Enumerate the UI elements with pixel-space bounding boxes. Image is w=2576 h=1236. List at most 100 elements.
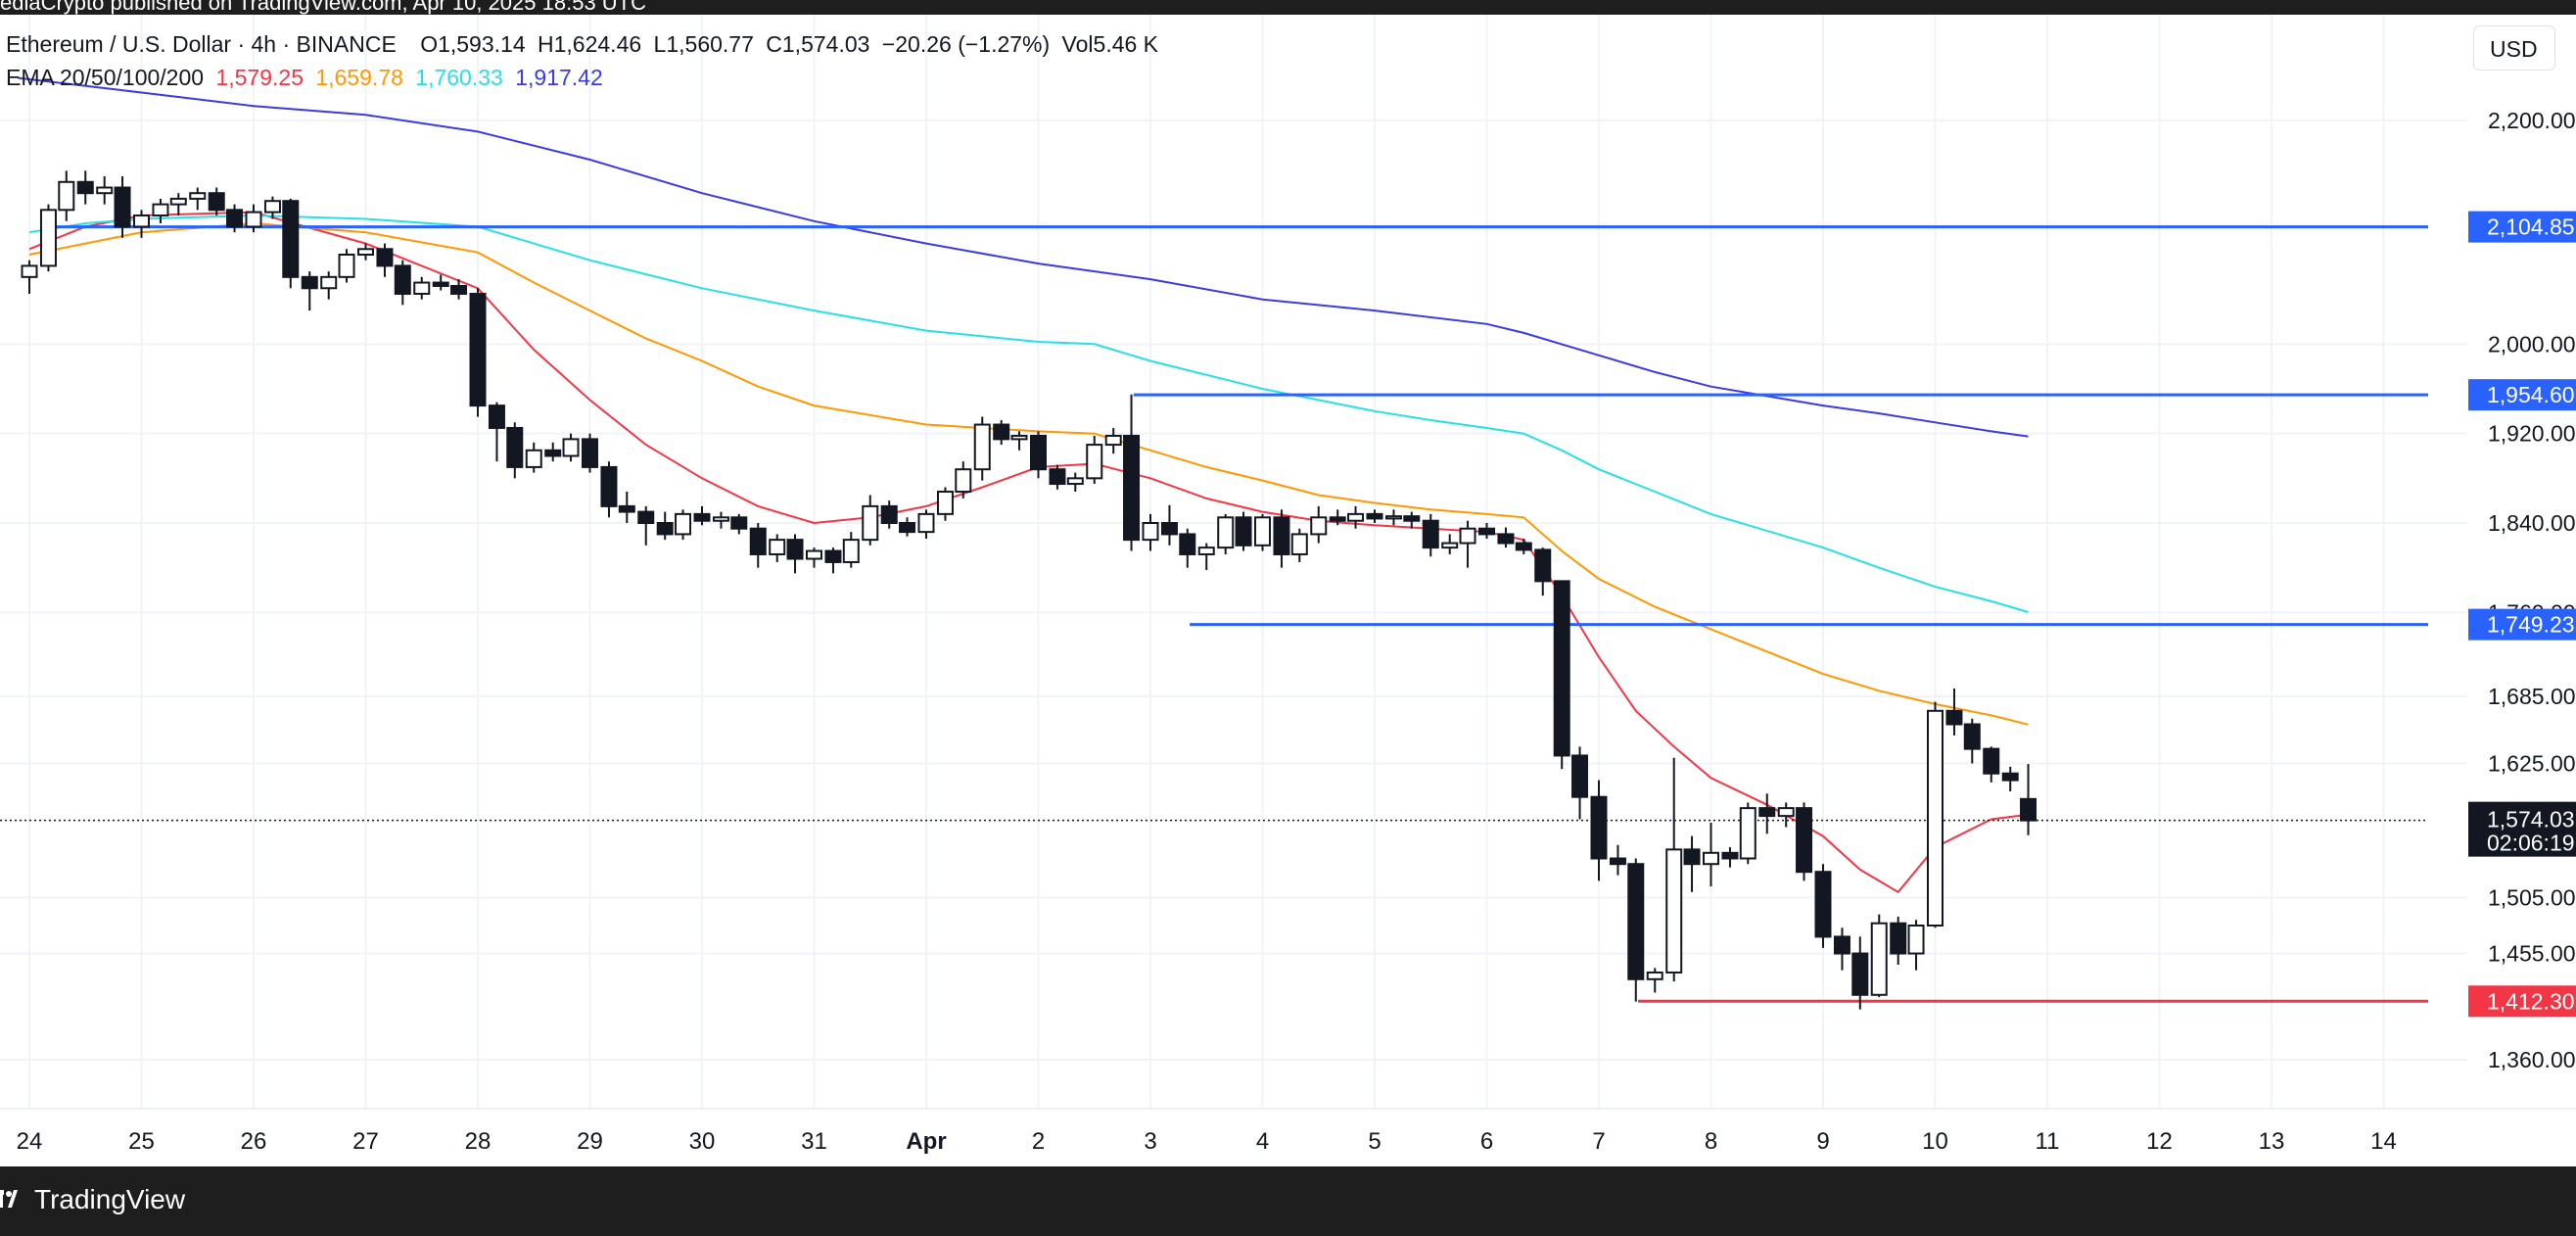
publisher-text: ediaCrypto published on TradingView.com,… [0, 0, 646, 15]
candle [899, 517, 916, 537]
time-tick-label: 6 [1480, 1128, 1493, 1155]
ema-legend: EMA 20/50/100/200 1,579.25 1,659.78 1,76… [6, 65, 603, 91]
candle-body-down [1366, 512, 1383, 520]
candle-body-up [1310, 516, 1328, 536]
level-price-tag: 1,749.23 [2468, 608, 2576, 641]
candle-body-down [1851, 952, 1869, 996]
candle-body-up [1254, 516, 1271, 547]
candle-body-down [1833, 935, 1850, 955]
candle-body-up [1703, 851, 1719, 866]
candle [973, 416, 991, 481]
candle-body-down [730, 516, 748, 530]
candle [208, 187, 225, 216]
time-tick-label: 8 [1705, 1128, 1717, 1155]
candle [769, 534, 786, 562]
candle [1571, 746, 1589, 820]
time-tick-label: 28 [465, 1128, 492, 1155]
candle [600, 461, 618, 518]
candle [282, 198, 300, 289]
candle-body-up [806, 549, 822, 560]
level-price-tag: 1,954.60 [2468, 379, 2576, 411]
candle-body-down [488, 404, 505, 429]
candle-body-up [96, 186, 114, 195]
candle-body-up [769, 539, 786, 555]
candle-body-up [862, 504, 879, 542]
candle-body-down [1497, 533, 1515, 545]
price-tick-label: 1,685.00 [2488, 684, 2576, 709]
candle [1721, 847, 1739, 868]
price-tick-label: 2,000.00 [2488, 331, 2576, 357]
candle-body-up [525, 449, 542, 468]
candle [1833, 927, 1850, 971]
price-tick-label: 1,505.00 [2488, 884, 2576, 910]
level-tag-label: 1,954.60 [2487, 382, 2575, 407]
candle [1609, 844, 1626, 876]
candle-body-down [1235, 516, 1252, 547]
candle [525, 442, 542, 473]
candle-body-down [1329, 516, 1346, 522]
candle-body-up [1384, 515, 1402, 520]
candle-body-down [1571, 754, 1589, 798]
candle [2020, 764, 2037, 835]
candle [675, 509, 692, 541]
candle [1945, 688, 1963, 736]
price-chart[interactable]: 2,200.002,000.001,920.001,840.001,760.00… [0, 15, 2576, 1166]
candle-body-down [1030, 434, 1047, 471]
candle [693, 505, 711, 526]
level-tag-label: 2,104.85 [2487, 214, 2575, 240]
candle-body-down [376, 248, 394, 267]
candle [1160, 504, 1178, 546]
candle [1796, 802, 1813, 881]
symbol-legend: Ethereum / U.S. Dollar · 4h · BINANCE O 1… [6, 31, 1158, 58]
candle [1384, 509, 1402, 526]
candle [749, 523, 767, 568]
candle-body-down [450, 284, 468, 295]
candle-body-down [394, 264, 411, 295]
candle [320, 271, 338, 300]
high-value: 1,624.46 [553, 31, 642, 57]
candle-body-down [1758, 807, 1776, 818]
candle [862, 495, 879, 546]
candle [1347, 505, 1365, 529]
symbol-name: Ethereum / U.S. Dollar · 4h · BINANCE [6, 31, 397, 57]
open-label: O [420, 31, 439, 57]
candle [189, 187, 207, 211]
candle-body-down [114, 186, 131, 228]
candle-body-down [1890, 922, 1907, 955]
level-price-tag: 2,104.85 [2468, 211, 2576, 243]
candle [432, 274, 449, 291]
low-label: L [653, 31, 667, 57]
candle-body-down [1160, 522, 1178, 536]
candle [1703, 822, 1719, 887]
candle [1235, 511, 1252, 551]
currency-button[interactable]: USD [2473, 25, 2555, 71]
time-axis: 24 25 26 27 28 29 30 31 Apr 2 3 4 5 6 7 8 9 10 11 12 13 14 [17, 1128, 2397, 1155]
candle [1104, 427, 1122, 454]
candle-body-down [656, 522, 674, 536]
candle [39, 204, 57, 272]
candle [58, 170, 75, 221]
candle [1851, 936, 1869, 1010]
candle [169, 193, 187, 216]
candle-body-up [712, 516, 729, 522]
price-tick-label: 1,920.00 [2488, 421, 2576, 447]
ema20-value: 1,579.25 [215, 65, 304, 90]
time-tick-label: 12 [2146, 1128, 2173, 1155]
price-tick-label: 1,455.00 [2488, 941, 2576, 967]
candle [413, 276, 431, 300]
candle [1403, 511, 1421, 529]
candle [1890, 916, 1907, 965]
tradingview-logo-icon [0, 1190, 18, 1208]
candle-body-up [1459, 527, 1476, 545]
candle-body-down [208, 192, 225, 212]
footer-bar: TradingView [0, 1166, 2576, 1236]
candle [1290, 528, 1308, 562]
candle-body-down [1403, 515, 1421, 522]
candle-body-up [1739, 807, 1756, 860]
candle [1553, 580, 1570, 770]
candle-body-up [320, 275, 338, 290]
candle [2001, 766, 2019, 791]
candle-body-up [1665, 848, 1683, 974]
candle-body-up [152, 203, 169, 217]
candle-body-down [282, 200, 300, 278]
